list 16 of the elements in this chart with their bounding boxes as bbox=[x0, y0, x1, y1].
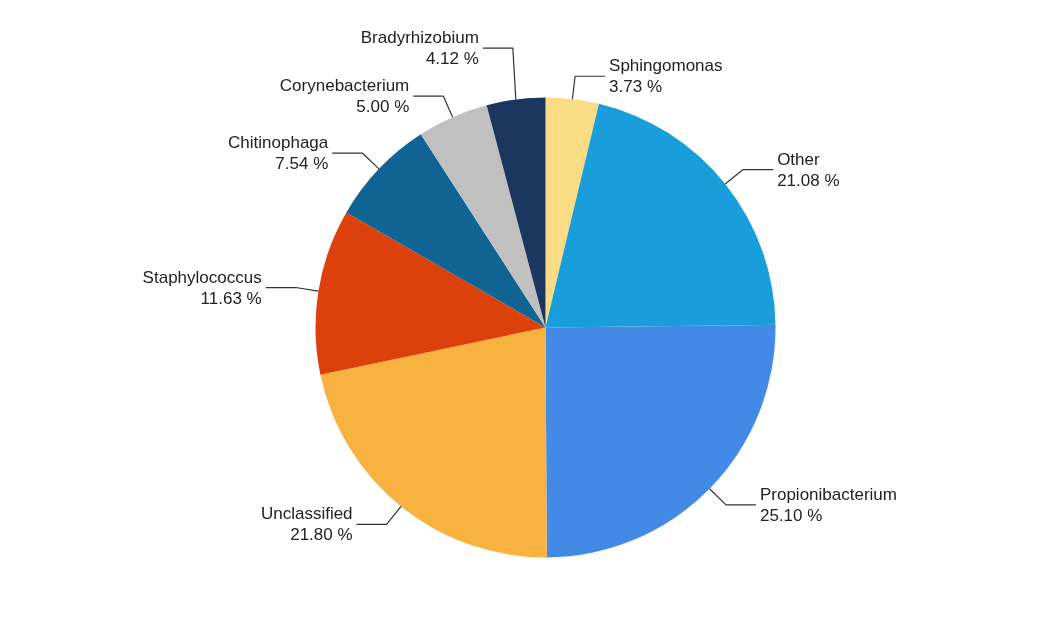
data-label: 3.73 % bbox=[609, 77, 663, 97]
slice-label: Propionibacterium bbox=[759, 484, 897, 504]
data-label: 21.08 % bbox=[777, 170, 840, 190]
slice-label: Corynebacterium bbox=[279, 76, 410, 96]
slice-label: Unclassified bbox=[260, 504, 353, 524]
slice-label: Chitinophaga bbox=[228, 133, 329, 153]
data-label: 4.12 % bbox=[425, 49, 479, 69]
data-label: 11.63 % bbox=[200, 288, 262, 308]
data-label: 7.54 % bbox=[275, 154, 329, 174]
data-label: 5.00 % bbox=[356, 97, 410, 117]
slice-label: Sphingomonas bbox=[609, 56, 723, 76]
data-label: 25.10 % bbox=[759, 505, 823, 525]
data-label: 21.80 % bbox=[290, 525, 353, 545]
slice-label: Staphylococcus bbox=[142, 267, 262, 287]
slice-label: Other bbox=[777, 149, 820, 169]
slice-label: Bradyrhizobium bbox=[360, 28, 479, 48]
